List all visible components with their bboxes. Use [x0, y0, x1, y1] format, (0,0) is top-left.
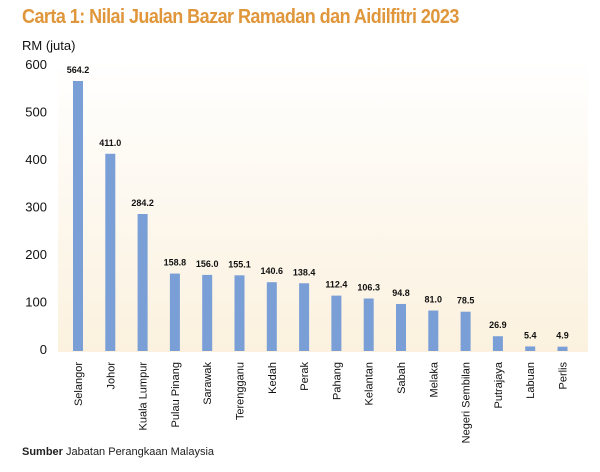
x-tick-label: Sabah — [396, 362, 408, 394]
bar — [331, 295, 342, 351]
data-label: 81.0 — [425, 295, 443, 305]
data-label: 156.0 — [196, 259, 219, 269]
x-tick-label: Terengganu — [235, 362, 247, 420]
bar — [266, 282, 277, 351]
data-label: 26.9 — [489, 320, 507, 330]
bar — [396, 303, 406, 351]
data-label: 5.4 — [524, 330, 537, 340]
data-label: 4.9 — [556, 331, 569, 341]
bar — [557, 346, 568, 351]
data-label: 158.8 — [164, 258, 187, 268]
y-tick-label: 300 — [25, 200, 47, 215]
data-label: 112.4 — [325, 280, 347, 290]
bar — [234, 275, 245, 351]
x-tick-label: Pulau Pinang — [170, 362, 182, 427]
x-tick-label: Kuala Lumpur — [138, 362, 150, 431]
x-tick-label: Melaka — [428, 361, 440, 397]
bar — [202, 274, 213, 351]
data-label: 284.2 — [131, 198, 154, 208]
x-tick-label: Putrajaya — [493, 361, 505, 408]
y-tick-label: 200 — [25, 247, 47, 262]
x-tick-label: Kelantan — [364, 362, 376, 405]
x-tick-label: Perak — [299, 362, 311, 391]
y-tick-label: 100 — [25, 295, 47, 310]
y-tick-label: 600 — [25, 57, 47, 72]
x-tick-label: Johor — [105, 362, 117, 390]
x-tick-label: Sarawak — [202, 362, 214, 405]
data-label: 94.8 — [392, 288, 410, 298]
bar — [299, 283, 310, 351]
data-label: 106.3 — [357, 283, 380, 293]
bar — [460, 311, 471, 351]
y-axis-label: RM (juta) — [22, 38, 76, 53]
x-tick-label: Kedah — [267, 362, 279, 394]
y-tick-label: 0 — [40, 342, 47, 357]
data-label: 411.0 — [99, 138, 121, 148]
bar — [363, 298, 374, 351]
source-text: Jabatan Perangkaan Malaysia — [66, 446, 215, 458]
bar — [73, 81, 83, 351]
bar — [105, 153, 116, 351]
bar — [525, 346, 536, 351]
x-tick-label: Negeri Sembilan — [461, 362, 473, 443]
bar — [492, 336, 503, 351]
bar — [137, 214, 148, 351]
bar — [169, 273, 180, 351]
data-label: 78.5 — [457, 296, 475, 306]
source-note: Sumber Jabatan Perangkaan Malaysia — [22, 446, 214, 458]
data-label: 155.1 — [228, 259, 251, 269]
source-label: Sumber — [22, 446, 63, 458]
x-tick-label: Pahang — [331, 362, 343, 400]
y-tick-label: 500 — [25, 105, 47, 120]
x-tick-label: Labuan — [525, 362, 537, 399]
y-tick-label: 400 — [25, 152, 47, 167]
x-tick-label: Selangor — [73, 362, 85, 406]
bar — [428, 310, 439, 351]
data-label: 140.6 — [261, 266, 284, 276]
data-label: 138.4 — [293, 267, 316, 277]
chart-title: Carta 1: Nilai Jualan Bazar Ramadan dan … — [22, 6, 459, 28]
data-label: 564.2 — [67, 65, 90, 75]
x-tick-label: Perlis — [558, 362, 570, 390]
